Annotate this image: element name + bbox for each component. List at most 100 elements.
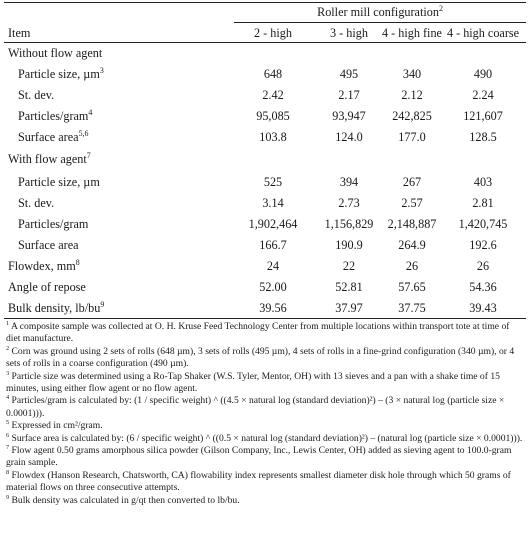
table-cell: 2.73 [338, 196, 360, 210]
row-label-text: Surface area [18, 130, 79, 144]
table-cell: 93,947 [332, 109, 366, 123]
table-cell: 1,420,745 [458, 217, 508, 231]
row-label: Particles/gram4 [18, 108, 92, 123]
header-rule [4, 42, 526, 43]
row-label-text: Surface area [18, 238, 79, 252]
table-cell: 54.36 [469, 280, 497, 294]
table-cell: 166.7 [259, 238, 287, 252]
section-title-without-flow: Without flow agent [8, 46, 102, 60]
table-cell: 267 [402, 175, 422, 189]
table-cell: 39.43 [469, 301, 497, 315]
footnote: 9 Bulk density was calculated in g/qt th… [6, 493, 526, 507]
row-label: Surface area [18, 238, 79, 252]
footnote-text: Surface area is calculated by: (6 / spec… [11, 432, 523, 444]
table-cell: 3.14 [262, 196, 284, 210]
row-label-text: Particle size, µm [18, 67, 100, 81]
row-label: Angle of repose [8, 280, 86, 294]
group-header-text: Roller mill configuration [317, 5, 439, 19]
table-cell: 177.0 [398, 130, 426, 144]
row-label: St. dev. [18, 88, 54, 102]
footnote: 5 Expressed in cm²/gram. [6, 419, 526, 432]
footnote-ref: 6 [6, 431, 10, 439]
table-cell: 39.56 [259, 301, 287, 315]
footnote-ref: 1 [6, 319, 10, 327]
footnote-text: Particle size was determined using a Ro-… [6, 370, 500, 395]
footnotes: 1 A composite sample was collected at O.… [6, 319, 526, 507]
table-cell: 190.9 [335, 238, 363, 252]
group-header: Roller mill configuration2 [234, 3, 526, 20]
top-rule [4, 2, 526, 4]
footnote: 8 Flowdex (Hanson Research, Chatsworth, … [6, 468, 526, 495]
table-cell: 95,085 [256, 109, 290, 123]
col-header-4high-coarse: 4 - high coarse [446, 26, 520, 40]
row-label-text: Flowdex, mm [8, 259, 76, 273]
table-cell: 22 [342, 259, 356, 273]
col-header-2high: 2 - high [254, 26, 292, 40]
row-label-ref: 8 [75, 257, 80, 267]
footnote: 3 Particle size was determined using a R… [6, 369, 526, 396]
footnote-ref: 4 [6, 394, 10, 402]
table-cell: 52.81 [335, 280, 363, 294]
footnote-text: Corn was ground using 2 sets of rolls (6… [6, 345, 515, 370]
row-label: St. dev. [18, 196, 54, 210]
table-cell: 124.0 [335, 130, 363, 144]
table-cell: 264.9 [398, 238, 426, 252]
row-label: Surface area5,6 [18, 128, 89, 144]
table-cell: 648 [263, 67, 283, 81]
section-title-text: With flow agent [8, 152, 87, 166]
footnote: 2 Corn was ground using 2 sets of rolls … [6, 344, 526, 371]
footnote: 7 Flow agent 0.50 grams amorphous silica… [6, 443, 526, 470]
row-label-text: St. dev. [18, 196, 55, 210]
col-header-4high-fine: 4 - high fine [382, 26, 442, 40]
row-label: Flowdex, mm8 [8, 257, 80, 273]
table-cell: 24 [266, 259, 280, 273]
row-label-text: Particle size, µm [18, 175, 100, 189]
table-cell: 2.24 [472, 88, 494, 102]
footnote-text: A composite sample was collected at O. H… [6, 321, 510, 345]
table-cell: 26 [476, 259, 490, 273]
row-label-text: Angle of repose [8, 280, 86, 294]
table-cell: 121,607 [463, 109, 503, 123]
table-cell: 242,825 [392, 109, 432, 123]
row-label-text: Bulk density, lb/bu [8, 301, 101, 315]
table-cell: 37.75 [398, 301, 426, 315]
footnote-ref: 7 [6, 443, 10, 451]
row-label-ref: 5,6 [78, 128, 89, 138]
table-cell: 37.97 [335, 301, 363, 315]
table-cell: 394 [339, 175, 359, 189]
table-cell: 403 [473, 175, 493, 189]
footnote-ref: 9 [6, 493, 10, 501]
group-header-ref: 2 [438, 3, 443, 13]
section-title-with-flow: With flow agent7 [8, 151, 91, 166]
row-label-ref: 3 [99, 65, 104, 75]
table-cell: 2.17 [338, 88, 360, 102]
row-label-ref: 9 [100, 299, 105, 309]
footnote-ref: 5 [6, 419, 10, 427]
table-cell: 128.5 [469, 130, 497, 144]
footnote-ref: 8 [6, 468, 10, 476]
footnote-text: Expressed in cm²/gram. [11, 420, 103, 432]
row-label: Particle size, µm [18, 175, 100, 189]
col-header-3high: 3 - high [330, 26, 368, 40]
footnote: 1 A composite sample was collected at O.… [6, 319, 526, 346]
footnote: 4 Particles/gram is calculated by: (1 / … [6, 395, 526, 420]
item-header: Item [8, 26, 31, 40]
footnote-ref: 3 [6, 369, 10, 377]
table-cell: 2.12 [401, 88, 423, 102]
row-label: Particle size, µm3 [18, 65, 104, 81]
table-cell: 525 [263, 175, 283, 189]
table-cell: 1,902,464 [248, 217, 298, 231]
table-cell: 103.8 [259, 130, 287, 144]
table-cell: 495 [339, 67, 359, 81]
row-label: Particles/gram [18, 217, 88, 231]
footnote-ref: 2 [6, 344, 10, 352]
table-cell: 2.57 [401, 196, 423, 210]
table-cell: 2.42 [262, 88, 284, 102]
table-cell: 490 [473, 67, 493, 81]
table-cell: 57.65 [398, 280, 426, 294]
table-cell: 192.6 [469, 238, 497, 252]
table-cell: 2.81 [472, 196, 494, 210]
footnote-text: Flowdex (Hanson Research, Chatsworth, CA… [6, 469, 511, 494]
footnote-text: Flow agent 0.50 grams amorphous silica p… [6, 445, 512, 469]
